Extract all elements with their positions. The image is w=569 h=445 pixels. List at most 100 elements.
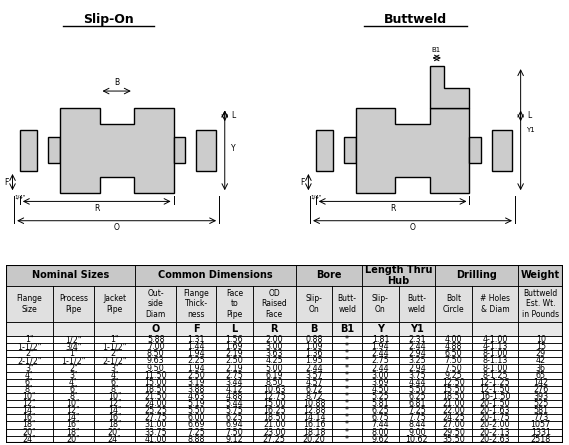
Text: L: L — [231, 111, 236, 121]
Bar — [253, 336, 296, 343]
Text: 41.00: 41.00 — [145, 435, 167, 444]
Text: 2.44: 2.44 — [408, 342, 426, 351]
Text: 4.12: 4.12 — [225, 385, 243, 394]
Text: 24.00: 24.00 — [145, 399, 167, 408]
Text: 20": 20" — [22, 428, 36, 437]
Text: 24.25: 24.25 — [442, 413, 465, 422]
Bar — [399, 407, 435, 414]
Bar — [135, 372, 176, 379]
Text: 3/4": 3/4" — [65, 342, 81, 351]
Bar — [135, 436, 176, 443]
Bar — [176, 407, 216, 414]
Text: 8.72: 8.72 — [305, 392, 323, 401]
Bar — [435, 336, 472, 343]
Bar — [399, 379, 435, 386]
Text: 12-1.25: 12-1.25 — [480, 378, 510, 387]
Bar — [472, 400, 518, 407]
Bar — [332, 286, 362, 322]
Text: 6.75: 6.75 — [372, 413, 389, 422]
Bar — [399, 343, 435, 350]
Bar — [176, 357, 216, 364]
Text: 2.31: 2.31 — [408, 335, 426, 344]
Polygon shape — [60, 108, 174, 193]
Text: 10": 10" — [108, 392, 121, 401]
Bar — [6, 379, 53, 386]
Bar — [332, 350, 362, 357]
Bar — [518, 357, 563, 364]
Text: B1: B1 — [340, 324, 354, 334]
Bar — [296, 286, 332, 322]
Text: 2.44: 2.44 — [305, 364, 323, 372]
Bar — [94, 350, 135, 357]
Text: B1: B1 — [432, 47, 441, 53]
Text: Slip-
On: Slip- On — [372, 294, 389, 314]
Bar — [176, 379, 216, 386]
Text: 8": 8" — [110, 385, 119, 394]
Bar — [6, 364, 53, 372]
Text: 8.50: 8.50 — [265, 378, 283, 387]
Bar — [332, 386, 362, 393]
Bar — [6, 429, 53, 436]
Bar — [216, 357, 253, 364]
Text: B: B — [310, 324, 318, 334]
Bar — [253, 379, 296, 386]
Text: 12.50: 12.50 — [442, 378, 465, 387]
Bar — [518, 286, 563, 322]
Polygon shape — [196, 129, 216, 171]
Bar — [296, 421, 332, 429]
Text: 5.44: 5.44 — [225, 399, 243, 408]
Text: Buttweld: Buttweld — [384, 13, 447, 26]
Text: 24": 24" — [22, 435, 36, 444]
Bar — [435, 429, 472, 436]
Text: 2": 2" — [25, 349, 34, 358]
Bar — [135, 400, 176, 407]
Text: 1057: 1057 — [531, 421, 551, 429]
Bar — [6, 436, 53, 443]
Text: 18.50: 18.50 — [442, 392, 465, 401]
Text: *: * — [345, 371, 349, 380]
Text: 773: 773 — [533, 413, 549, 422]
Bar — [362, 343, 399, 350]
Text: 5.19: 5.19 — [187, 399, 205, 408]
Bar — [518, 421, 563, 429]
Polygon shape — [316, 129, 333, 171]
Text: 15: 15 — [535, 342, 546, 351]
Bar — [435, 372, 472, 379]
Text: 8.88: 8.88 — [187, 435, 205, 444]
Bar — [362, 379, 399, 386]
Bar — [332, 421, 362, 429]
Text: 12.88: 12.88 — [303, 406, 325, 415]
Text: 3.44: 3.44 — [226, 378, 243, 387]
Bar — [94, 393, 135, 400]
Text: 21.00: 21.00 — [442, 399, 465, 408]
Text: 1": 1" — [69, 349, 78, 358]
Text: 14": 14" — [108, 406, 121, 415]
Bar — [472, 364, 518, 372]
Bar — [399, 350, 435, 357]
Text: 16": 16" — [108, 413, 121, 422]
Text: R: R — [390, 204, 395, 213]
Text: 10: 10 — [536, 335, 546, 344]
Text: OD
Raised
Face: OD Raised Face — [261, 289, 287, 319]
Text: 20-1.75: 20-1.75 — [480, 413, 510, 422]
Text: 3.25: 3.25 — [408, 356, 426, 365]
Bar — [399, 414, 435, 421]
Text: Buttweld
Est. Wt.
in Pounds: Buttweld Est. Wt. in Pounds — [522, 289, 559, 319]
Text: 7.44: 7.44 — [372, 421, 389, 429]
Bar — [94, 379, 135, 386]
Text: 2.25: 2.25 — [187, 356, 205, 365]
Bar — [253, 421, 296, 429]
Bar — [53, 379, 94, 386]
Polygon shape — [48, 137, 60, 163]
Bar — [332, 400, 362, 407]
Bar — [296, 393, 332, 400]
Bar — [6, 386, 53, 393]
Bar — [176, 386, 216, 393]
Bar — [472, 414, 518, 421]
Text: 20-2.00: 20-2.00 — [480, 421, 510, 429]
Text: Slip-On: Slip-On — [83, 13, 134, 26]
Bar — [399, 357, 435, 364]
Bar — [435, 364, 472, 372]
Bar — [176, 372, 216, 379]
Bar — [53, 400, 94, 407]
